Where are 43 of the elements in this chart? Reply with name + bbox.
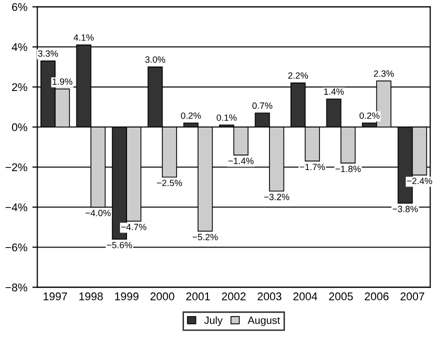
- y-tick-label: 2%: [12, 83, 28, 92]
- x-tick-label: 2005: [329, 292, 353, 300]
- data-label: 2.2%: [288, 72, 308, 79]
- x-tick-label: 2004: [293, 292, 318, 300]
- data-label: −5.6%: [106, 242, 132, 248]
- data-label: −2.4%: [407, 178, 432, 184]
- data-label: 2.3%: [374, 70, 394, 77]
- data-label: 0.7%: [252, 102, 272, 109]
- x-tick-label: 2000: [150, 292, 174, 300]
- y-tick-label: 4%: [12, 43, 28, 51]
- data-label: −4.7%: [121, 224, 146, 230]
- legend-label: August: [248, 316, 280, 326]
- x-tick-label: 2006: [364, 292, 389, 300]
- data-label: −1.7%: [300, 164, 325, 170]
- y-tick-label: −6%: [6, 243, 28, 252]
- data-label: −2.5%: [156, 180, 182, 186]
- data-label: 1.4%: [324, 88, 344, 95]
- x-tick-label: 2002: [222, 292, 246, 300]
- x-tick-label: 2003: [258, 292, 282, 300]
- data-label: 0.1%: [216, 114, 237, 121]
- data-label: 3.0%: [145, 56, 166, 63]
- data-label: 4.1%: [74, 34, 94, 41]
- data-label: 0.2%: [180, 112, 201, 119]
- data-label: 1.9%: [52, 78, 72, 85]
- y-tick-label: −8%: [6, 284, 28, 292]
- x-tick-label: 1999: [115, 292, 138, 300]
- data-label: −4.0%: [86, 210, 111, 216]
- x-tick-label: 1997: [44, 292, 67, 300]
- data-label: −3.2%: [264, 194, 290, 200]
- data-label: 3.3%: [38, 50, 58, 57]
- y-tick-label: −4%: [6, 203, 28, 212]
- data-label: −3.8%: [392, 206, 418, 212]
- data-label: −1.8%: [336, 166, 361, 172]
- data-label: −5.2%: [192, 234, 218, 240]
- legend-label: July: [204, 316, 223, 326]
- y-tick-label: −2%: [6, 163, 28, 172]
- x-tick-label: 1998: [79, 292, 103, 300]
- data-label: 0.2%: [360, 112, 380, 119]
- x-tick-label: 2007: [400, 292, 424, 300]
- y-tick-label: 6%: [12, 3, 28, 11]
- x-tick-label: 2001: [186, 292, 210, 300]
- y-tick-label: 0%: [12, 123, 28, 132]
- data-label: −1.4%: [228, 158, 254, 164]
